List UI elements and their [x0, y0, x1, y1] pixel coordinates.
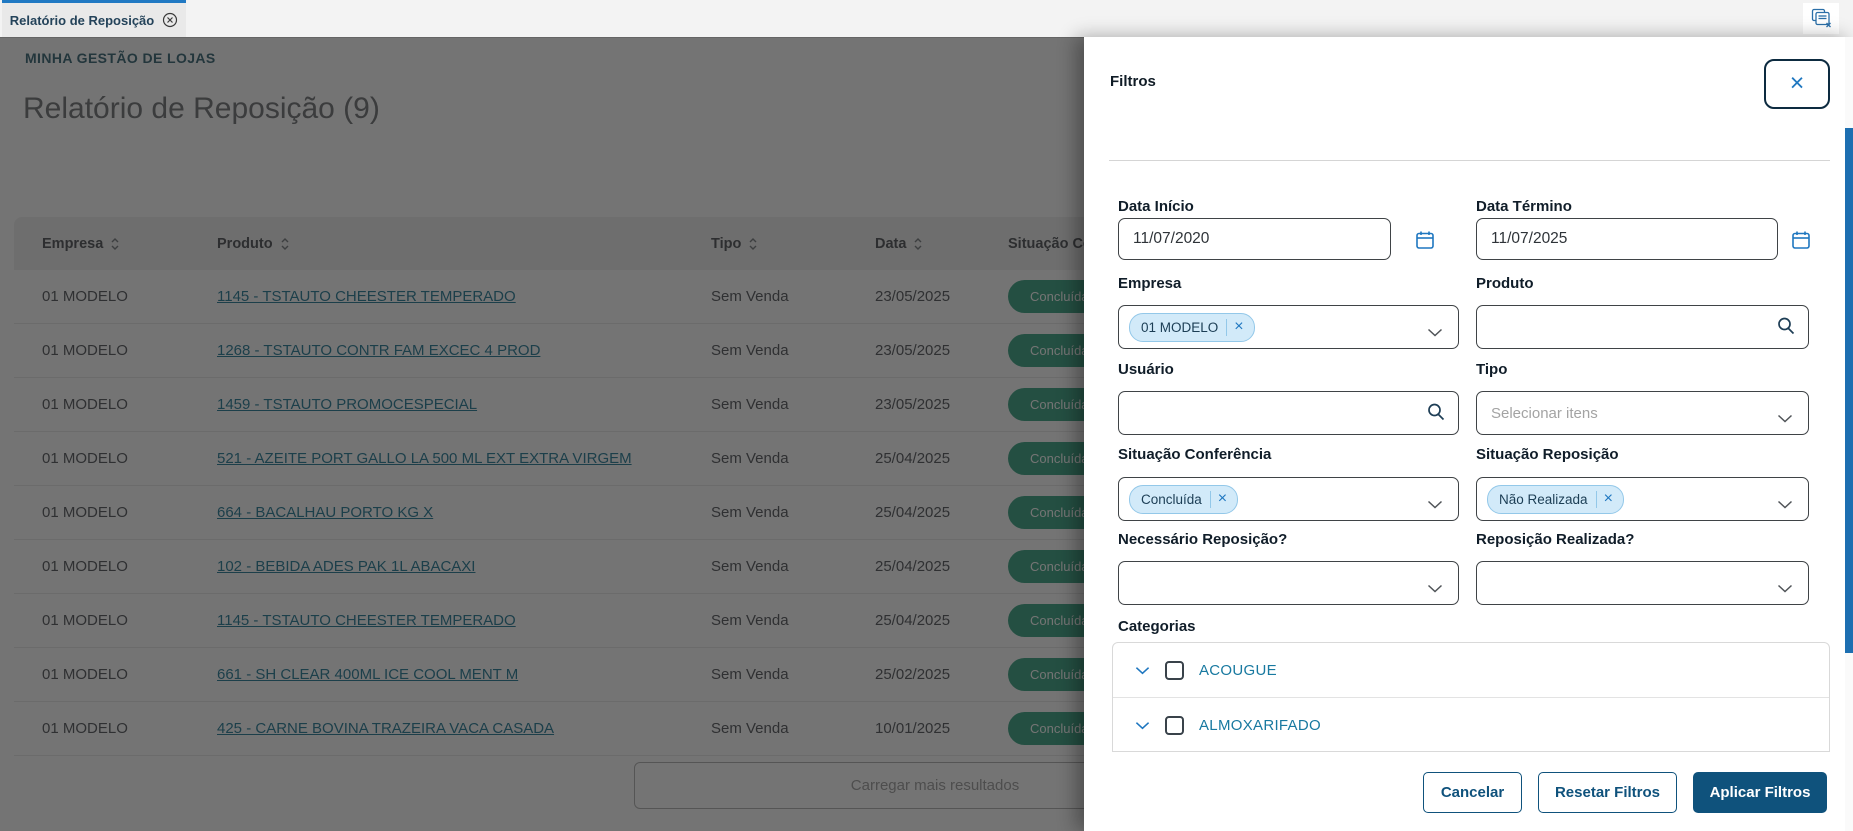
situacao-conferencia-select[interactable]: Concluída ×: [1118, 477, 1459, 521]
label-data-inicio: Data Início: [1118, 198, 1194, 215]
label-usuario: Usuário: [1118, 361, 1174, 378]
cancel-button[interactable]: Cancelar: [1423, 772, 1522, 813]
divider: [1109, 160, 1830, 161]
drawer-title: Filtros: [1110, 73, 1156, 90]
chip-situacao-reposicao: Não Realizada ×: [1487, 484, 1624, 514]
chip-divider: [1226, 318, 1228, 336]
chip-label: Não Realizada: [1499, 491, 1588, 507]
data-termino-input[interactable]: [1476, 218, 1778, 260]
scrollbar-thumb[interactable]: [1845, 128, 1853, 653]
usuario-search-input[interactable]: [1118, 391, 1459, 435]
tab-relatorio-reposicao[interactable]: Relatório de Reposição: [2, 0, 186, 37]
chip-empresa: 01 MODELO ×: [1129, 312, 1255, 342]
produto-search-input[interactable]: [1476, 305, 1809, 349]
expand-chevron-icon[interactable]: [1135, 666, 1150, 675]
tab-label: Relatório de Reposição: [9, 12, 155, 28]
expand-chevron-icon[interactable]: [1135, 721, 1150, 730]
categoria-row-acougue: ACOUGUE: [1113, 643, 1829, 698]
chip-label: Concluída: [1141, 491, 1202, 507]
usuario-field: [1118, 391, 1459, 435]
reset-filters-button[interactable]: Resetar Filtros: [1538, 772, 1677, 813]
chip-remove-icon[interactable]: ×: [1603, 490, 1613, 507]
categoria-label: ACOUGUE: [1199, 661, 1277, 679]
apply-filters-button[interactable]: Aplicar Filtros: [1693, 772, 1827, 813]
chip-label: 01 MODELO: [1141, 319, 1219, 335]
categoria-label: ALMOXARIFADO: [1199, 716, 1321, 734]
chevron-down-icon: [1427, 580, 1443, 598]
label-reposicao-realizada: Reposição Realizada?: [1476, 531, 1635, 548]
label-tipo: Tipo: [1476, 361, 1508, 378]
scrollbar-track[interactable]: [1845, 37, 1853, 831]
empresa-select[interactable]: 01 MODELO ×: [1118, 305, 1459, 349]
filters-drawer: Filtros × Data Início Data Término Empre…: [1084, 37, 1853, 831]
drawer-close-button[interactable]: ×: [1764, 59, 1830, 109]
chevron-down-icon: [1777, 410, 1793, 428]
categorias-list: ACOUGUE ALMOXARIFADO: [1112, 642, 1830, 752]
chevron-down-icon: [1777, 496, 1793, 514]
close-all-tabs-button[interactable]: [1803, 3, 1839, 34]
chip-remove-icon[interactable]: ×: [1234, 318, 1244, 335]
label-data-termino: Data Término: [1476, 198, 1572, 215]
calendar-icon[interactable]: [1414, 229, 1436, 256]
chevron-down-icon: [1777, 580, 1793, 598]
necessario-reposicao-select[interactable]: [1118, 561, 1459, 605]
tipo-select[interactable]: Selecionar itens: [1476, 391, 1809, 435]
label-empresa: Empresa: [1118, 275, 1182, 292]
close-icon: ×: [1789, 68, 1805, 97]
select-placeholder: Selecionar itens: [1491, 404, 1598, 422]
situacao-reposicao-select[interactable]: Não Realizada ×: [1476, 477, 1809, 521]
categoria-checkbox[interactable]: [1165, 715, 1184, 735]
close-all-tabs-icon: [1810, 8, 1833, 29]
label-necessario-reposicao: Necessário Reposição?: [1118, 531, 1288, 548]
tab-close-icon[interactable]: [162, 12, 178, 28]
chevron-down-icon: [1427, 496, 1443, 514]
categoria-row-almoxarifado: ALMOXARIFADO: [1113, 698, 1829, 751]
reposicao-realizada-select[interactable]: [1476, 561, 1809, 605]
categoria-checkbox[interactable]: [1165, 660, 1184, 680]
chip-divider: [1209, 490, 1211, 508]
chip-remove-icon[interactable]: ×: [1217, 490, 1228, 507]
label-situacao-conferencia: Situação Conferência: [1118, 446, 1272, 463]
produto-field: [1476, 305, 1809, 349]
search-icon[interactable]: [1425, 401, 1447, 428]
label-categorias: Categorias: [1118, 618, 1196, 635]
tab-bar: Relatório de Reposição: [0, 0, 1853, 38]
chip-divider: [1595, 490, 1597, 508]
chevron-down-icon: [1427, 324, 1443, 342]
calendar-icon[interactable]: [1790, 229, 1812, 256]
search-icon[interactable]: [1775, 315, 1797, 342]
label-situacao-reposicao: Situação Reposição: [1476, 446, 1619, 463]
data-inicio-input[interactable]: [1118, 218, 1391, 260]
label-produto: Produto: [1476, 275, 1534, 292]
chip-situacao-conferencia: Concluída ×: [1129, 484, 1239, 514]
